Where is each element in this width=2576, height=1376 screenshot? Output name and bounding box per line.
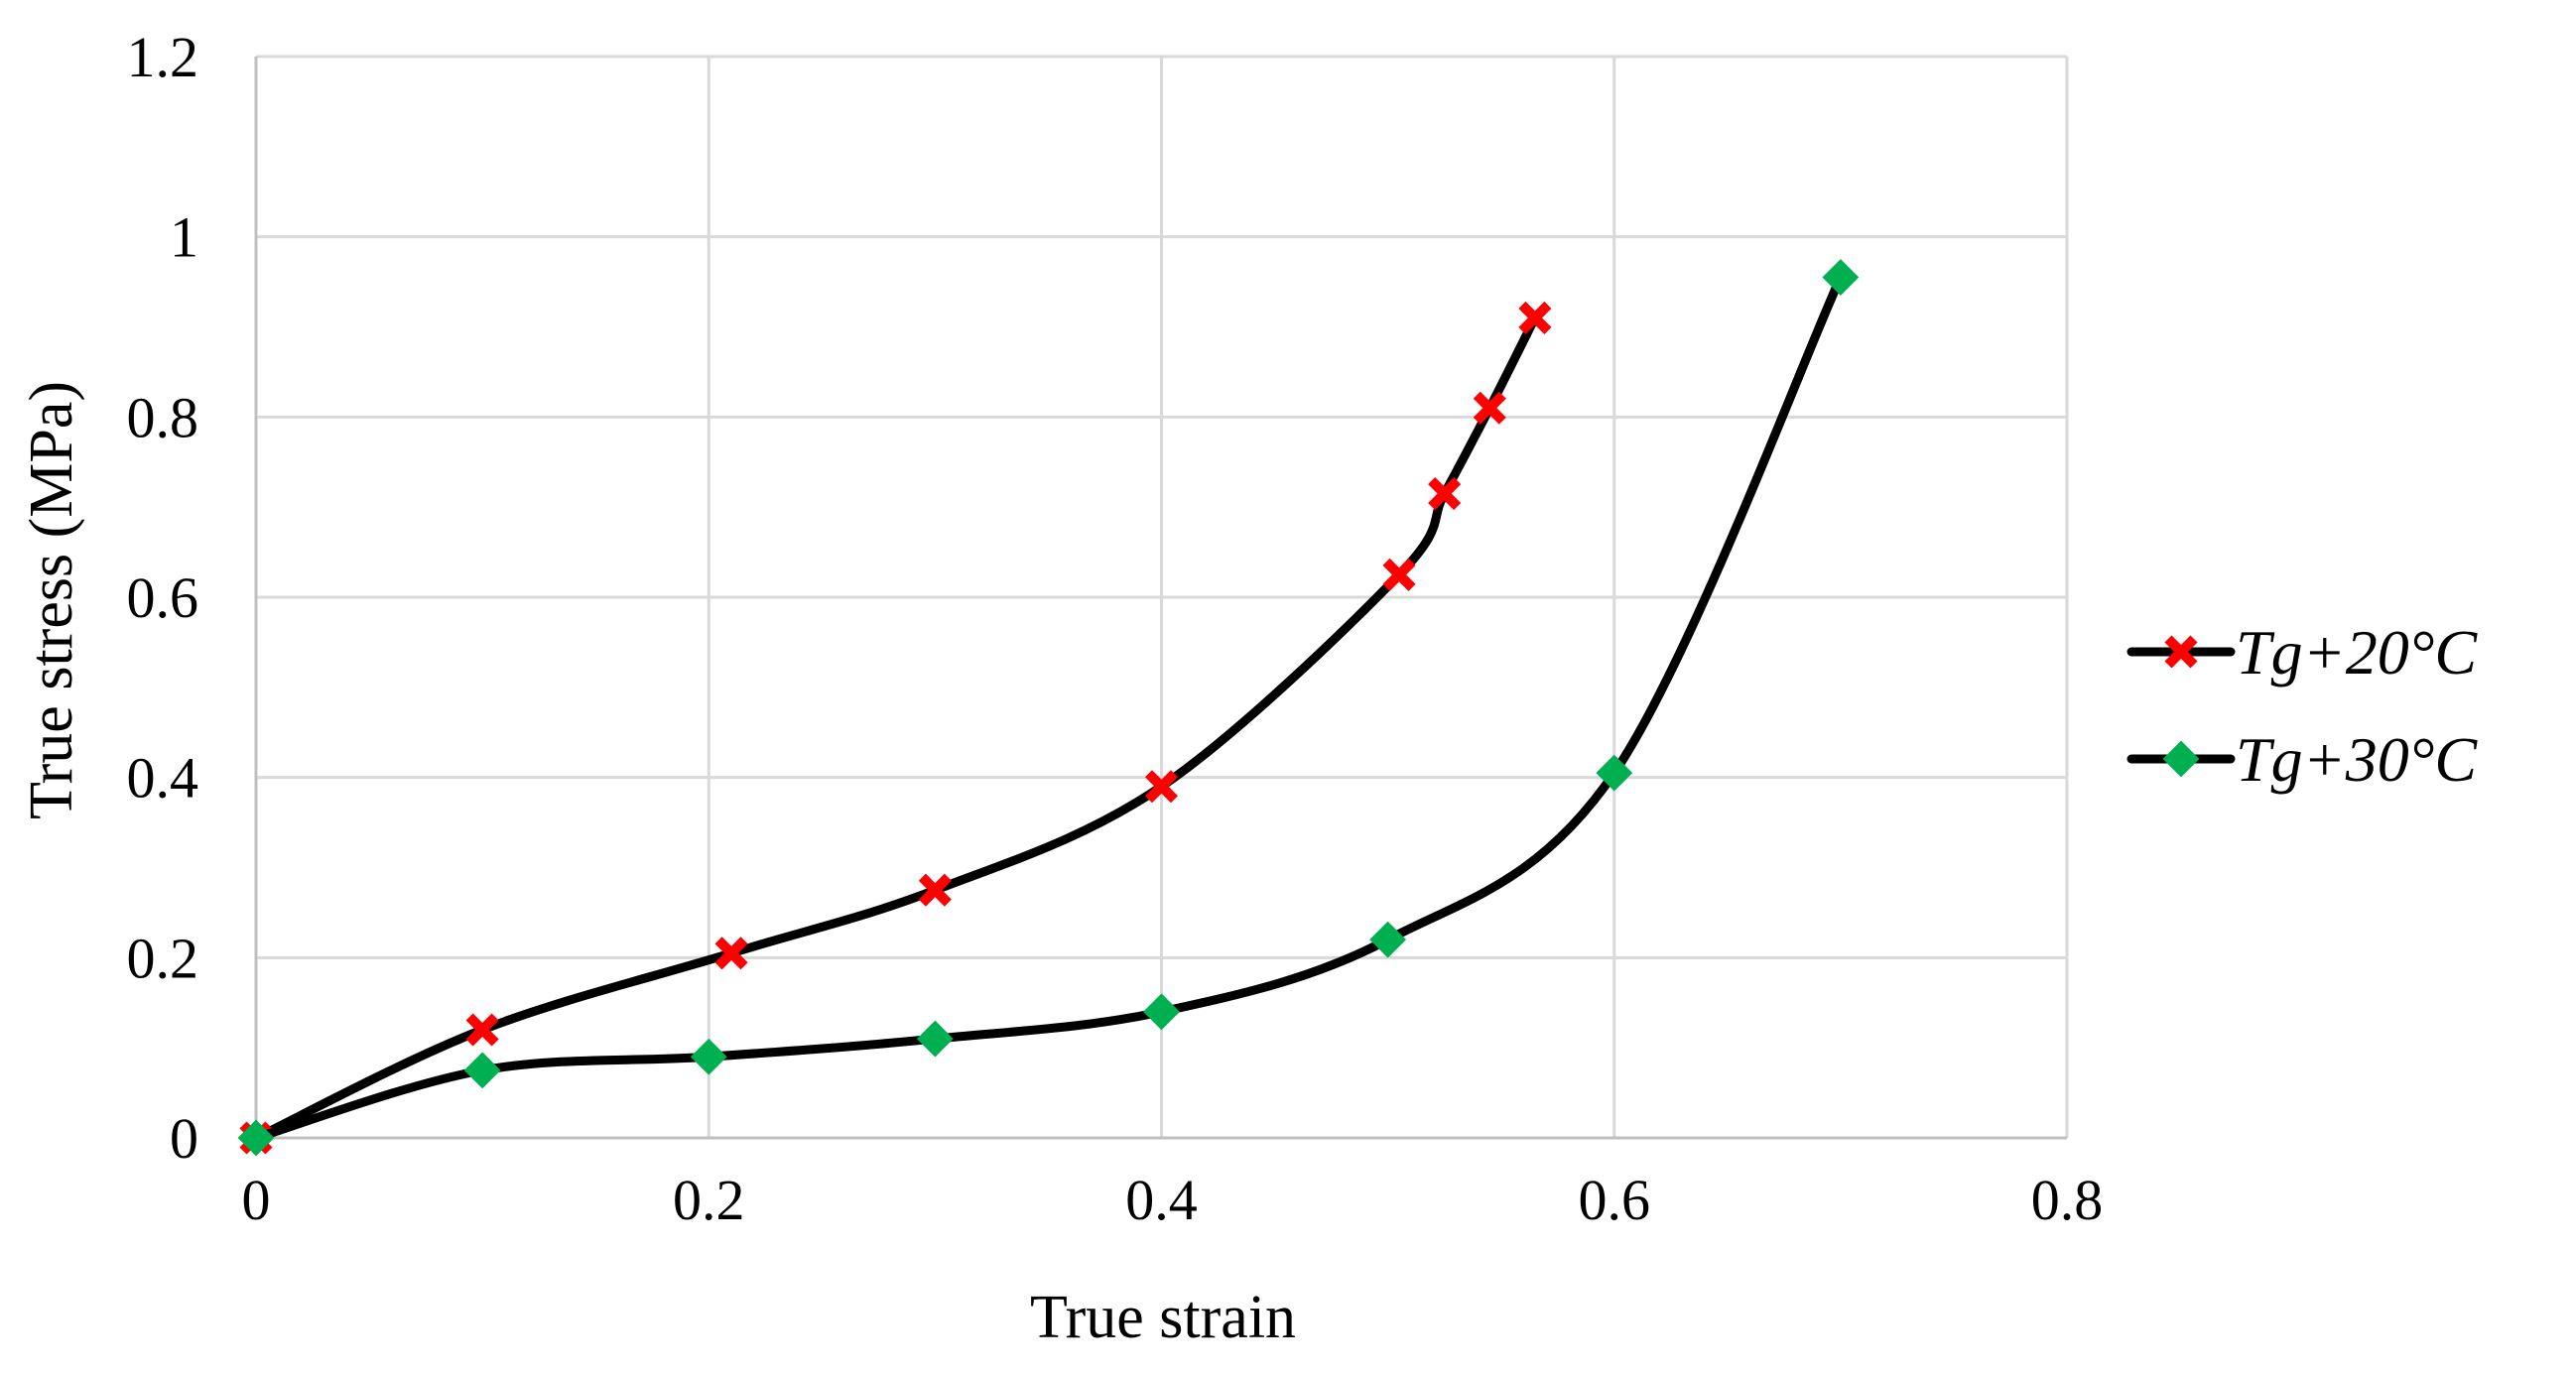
data-point	[690, 1038, 727, 1075]
series-1	[239, 301, 1552, 1155]
data-point	[1596, 754, 1633, 792]
x-tick-label: 0.4	[1125, 1168, 1198, 1232]
x-tick-label: 0.2	[673, 1168, 745, 1232]
y-tick-label: 1.2	[127, 25, 199, 89]
series-line	[251, 313, 1540, 1143]
data-point	[465, 1013, 499, 1047]
legend-marker	[2164, 635, 2198, 669]
x-axis-title: True strain	[1030, 1284, 1296, 1351]
legend-entry-1: Tg+20°C	[2126, 617, 2478, 688]
data-point	[1369, 921, 1407, 958]
data-point	[463, 1052, 501, 1089]
data-point	[1382, 558, 1416, 591]
data-point	[1428, 477, 1462, 511]
y-tick-label: 0.6	[127, 565, 199, 630]
data-point	[1518, 301, 1552, 334]
axes	[254, 57, 2067, 1140]
y-tick-label: 0	[170, 1106, 198, 1171]
data-point	[1473, 391, 1506, 425]
y-tick-label: 1	[170, 205, 198, 270]
legend-entry-2: Tg+30°C	[2126, 724, 2478, 795]
data-point	[1822, 259, 1860, 296]
legend-label: Tg+30°C	[2236, 724, 2478, 795]
data-point	[918, 873, 952, 907]
legend-label: Tg+20°C	[2236, 617, 2478, 688]
legend-marker	[2162, 740, 2200, 778]
y-axis-title: True stress (MPa)	[18, 381, 85, 819]
data-point	[237, 1119, 275, 1157]
data-point	[1144, 770, 1179, 804]
y-tick-label: 0.2	[127, 926, 199, 990]
data-point	[916, 1020, 954, 1058]
data-point	[714, 937, 748, 970]
series-group	[237, 259, 1860, 1157]
legend: Tg+20°C Tg+30°C	[2126, 617, 2478, 795]
grid	[254, 55, 2069, 1140]
x-tick-label: 0.6	[1579, 1168, 1651, 1232]
x-tick-label: 0	[242, 1168, 271, 1232]
tick-labels: 0 0.2 0.4 0.6 0.8 1 1.2 0 0.2 0.4 0.6 0.8	[127, 25, 2104, 1232]
y-tick-label: 0.8	[127, 385, 199, 449]
data-point	[1143, 993, 1180, 1031]
series-2	[237, 259, 1860, 1157]
y-tick-label: 0.4	[127, 746, 199, 811]
series-line	[251, 273, 1846, 1143]
x-tick-label: 0.8	[2031, 1168, 2104, 1232]
